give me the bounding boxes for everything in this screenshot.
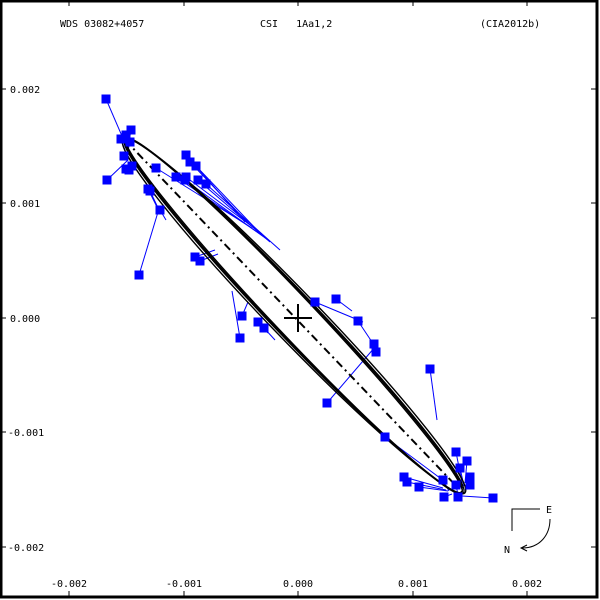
observation-point xyxy=(191,161,201,171)
primary-star-cross-icon xyxy=(284,304,312,332)
observation-point xyxy=(102,175,112,185)
observation-point xyxy=(101,94,111,104)
observation-point xyxy=(195,256,205,266)
header-right: (CIA2012b) xyxy=(480,19,540,30)
y-tick-label: 0.000 xyxy=(10,314,40,325)
observation-point xyxy=(462,456,472,466)
observation-point xyxy=(399,472,409,482)
observation-point xyxy=(371,347,381,357)
compass-east-label: E xyxy=(546,505,552,516)
compass: E N xyxy=(504,505,552,556)
observation-point xyxy=(451,447,461,457)
x-tick-label: 0.000 xyxy=(283,579,313,590)
compass-arrowhead-icon xyxy=(519,544,528,552)
observation-point xyxy=(145,186,155,196)
observation-point xyxy=(237,311,247,321)
observation-point xyxy=(453,492,463,502)
observation-point xyxy=(259,323,269,333)
x-tick-label: 0.002 xyxy=(512,579,542,590)
observation-point xyxy=(121,130,131,140)
observation-point xyxy=(116,134,126,144)
observation-point xyxy=(414,482,424,492)
observation-point xyxy=(125,137,135,147)
y-tick-label: 0.001 xyxy=(10,199,40,210)
observation-point xyxy=(425,364,435,374)
observation-point xyxy=(353,316,363,326)
observation-point xyxy=(253,317,263,327)
observation-point xyxy=(369,339,379,349)
observation-point xyxy=(488,493,498,503)
observation-point xyxy=(465,480,475,490)
observation-points xyxy=(101,94,498,503)
header-left: WDS 03082+4057 xyxy=(60,19,144,30)
y-tick-label: -0.002 xyxy=(8,543,44,554)
observation-point xyxy=(455,463,465,473)
compass-arrow-icon xyxy=(521,518,551,549)
observation-point xyxy=(310,297,320,307)
observation-point xyxy=(322,398,332,408)
compass-north-label: N xyxy=(504,545,510,556)
observation-point xyxy=(127,161,137,171)
observation-point xyxy=(331,294,341,304)
observation-point xyxy=(126,125,136,135)
observation-point xyxy=(181,150,191,160)
observation-point xyxy=(119,151,129,161)
x-tick-label: -0.002 xyxy=(51,579,87,590)
observation-point xyxy=(190,252,200,262)
observation-point xyxy=(121,164,131,174)
observation-point xyxy=(134,270,144,280)
observation-point xyxy=(193,175,203,185)
observation-point xyxy=(235,333,245,343)
header-center: CSI 1Aa1,2 xyxy=(260,19,332,30)
observation-point xyxy=(402,477,412,487)
y-tick-label: 0.002 xyxy=(10,85,40,96)
observation-point xyxy=(438,475,448,485)
observation-point xyxy=(380,432,390,442)
x-tick-label: -0.001 xyxy=(166,579,202,590)
observation-point xyxy=(451,480,461,490)
compass-axes xyxy=(511,508,540,531)
observation-point xyxy=(171,172,181,182)
observation-point xyxy=(181,172,191,182)
observation-point xyxy=(185,157,195,167)
x-tick-label: 0.001 xyxy=(398,579,428,590)
observation-point xyxy=(155,205,165,215)
x-axis-labels: -0.002 -0.001 0.000 0.001 0.002 xyxy=(51,579,542,590)
observation-point xyxy=(439,492,449,502)
observation-point xyxy=(201,179,211,189)
y-axis-labels: 0.002 0.001 0.000 -0.001 -0.002 xyxy=(8,85,44,554)
observation-point xyxy=(151,163,161,173)
observation-point xyxy=(465,472,475,482)
y-tick-label: -0.001 xyxy=(8,428,44,439)
